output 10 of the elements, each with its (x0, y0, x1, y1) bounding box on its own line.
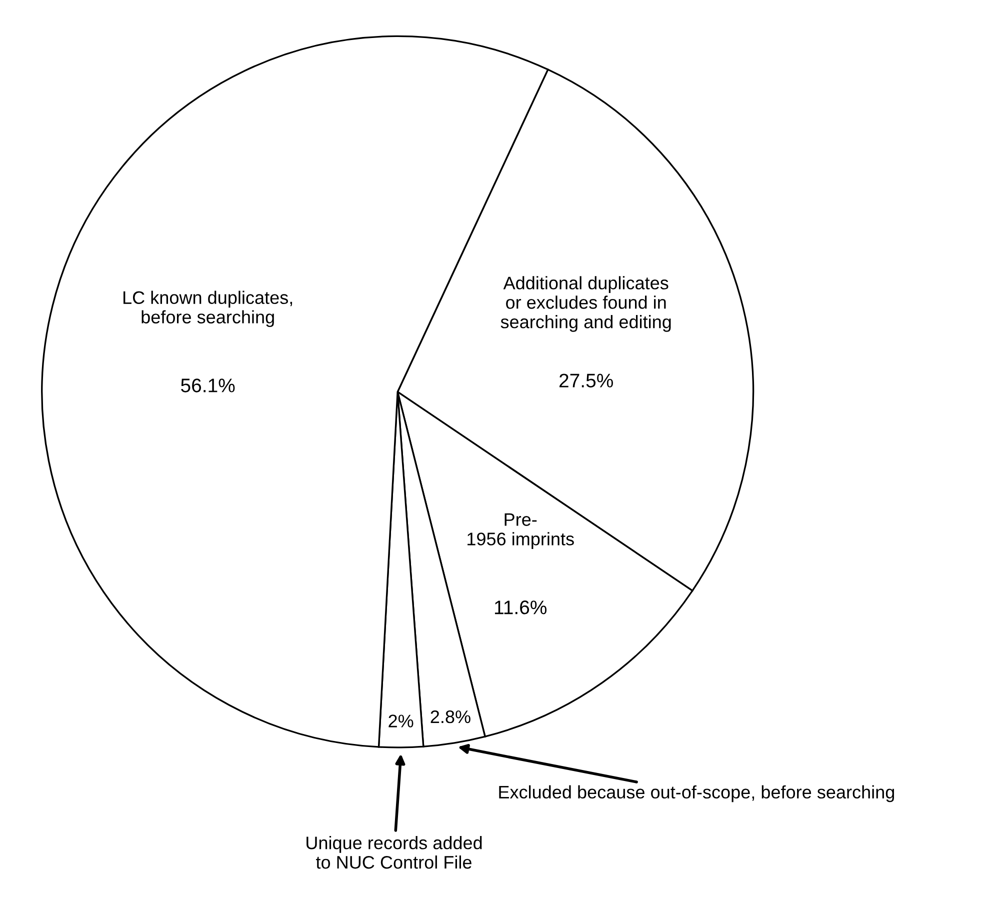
data-label: 56.1% (181, 378, 235, 392)
slice-label: Unique records added to NUC Control File (306, 836, 482, 869)
slice-label: Additional duplicates or excludes found in searching and editing (500, 276, 671, 332)
slice-label: Pre- 1956 imprints (468, 513, 574, 549)
data-label: 2.8% (430, 710, 470, 724)
slice-label: Excluded because out-of-scope, before searching (499, 785, 894, 802)
data-label: 11.6% (494, 600, 547, 614)
data-label: 27.5% (559, 374, 613, 388)
data-label: 2% (388, 714, 414, 728)
slice-label: LC known duplicates, before searching (124, 290, 292, 328)
